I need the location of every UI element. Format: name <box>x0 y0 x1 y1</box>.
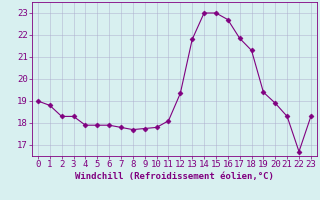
X-axis label: Windchill (Refroidissement éolien,°C): Windchill (Refroidissement éolien,°C) <box>75 172 274 181</box>
